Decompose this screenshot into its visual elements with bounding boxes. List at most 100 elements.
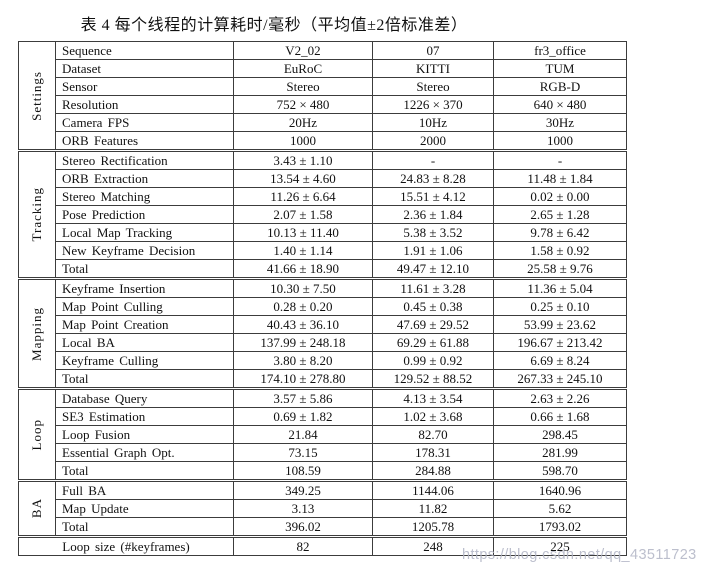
value-cell: 281.99 — [493, 444, 626, 462]
value-cell: 225 — [493, 538, 626, 555]
value-cell: 41.66 ± 18.90 — [233, 260, 372, 277]
value-cell: 1.02 ± 3.68 — [372, 408, 493, 426]
section-label-cell: Mapping — [19, 280, 56, 387]
value-cell: Stereo — [372, 78, 493, 96]
section-title: BA — [29, 498, 44, 519]
section-label-cell: Settings — [19, 42, 56, 149]
footer-row: Loop size (#keyframes) 82 248 225 — [18, 537, 627, 556]
value-cell: 69.29 ± 61.88 — [372, 334, 493, 352]
section-settings: Settings Sequence V2_02 07 fr3_office Dataset… — [18, 41, 627, 150]
value-cell: 752 × 480 — [233, 96, 372, 114]
value-cell: 396.02 — [233, 518, 372, 535]
value-cell: 174.10 ± 278.80 — [233, 370, 372, 387]
value-cell: TUM — [493, 60, 626, 78]
value-cell: 3.57 ± 5.86 — [233, 390, 372, 408]
value-cell: 0.99 ± 0.92 — [372, 352, 493, 370]
row-label: Total — [62, 371, 89, 386]
value-cell: - — [372, 152, 493, 170]
row-label: ORB Extraction — [56, 170, 233, 188]
row-label: Sequence — [56, 42, 233, 60]
value-cell: 2.63 ± 2.26 — [493, 390, 626, 408]
section-label-cell: Loop — [19, 390, 56, 479]
section-title: Tracking — [29, 187, 44, 242]
value-cell: 349.25 — [233, 482, 372, 500]
value-cell: 108.59 — [233, 462, 372, 479]
value-cell: 5.38 ± 3.52 — [372, 224, 493, 242]
row-label: Dataset — [56, 60, 233, 78]
value-cell: 298.45 — [493, 426, 626, 444]
row-label: Keyframe Insertion — [56, 280, 233, 298]
row-label: Stereo Matching — [56, 188, 233, 206]
row-label: Total — [62, 519, 89, 534]
value-cell: 4.13 ± 3.54 — [372, 390, 493, 408]
value-cell: 1640.96 — [493, 482, 626, 500]
row-label: SE3 Estimation — [56, 408, 233, 426]
row-label: Resolution — [56, 96, 233, 114]
value-cell: 10Hz — [372, 114, 493, 132]
value-cell: RGB-D — [493, 78, 626, 96]
value-cell: 0.45 ± 0.38 — [372, 298, 493, 316]
section-label-cell: BA — [19, 482, 56, 535]
value-cell: 07 — [372, 42, 493, 60]
section-title: Loop — [29, 418, 44, 451]
footer-label: Loop size (#keyframes) — [62, 539, 190, 554]
value-cell: 2.65 ± 1.28 — [493, 206, 626, 224]
value-cell: 21.84 — [233, 426, 372, 444]
value-cell: 1000 — [233, 132, 372, 149]
results-table: Settings Sequence V2_02 07 fr3_office Dataset… — [18, 41, 627, 556]
value-cell: 3.80 ± 8.20 — [233, 352, 372, 370]
watermark: https://blog.csdn.net/qq_43511723 — [462, 547, 697, 563]
value-cell: 196.67 ± 213.42 — [493, 334, 626, 352]
row-label: Stereo Rectification — [56, 152, 233, 170]
value-cell: 2.07 ± 1.58 — [233, 206, 372, 224]
value-cell: Stereo — [233, 78, 372, 96]
row-label: Sensor — [56, 78, 233, 96]
value-cell: 10.30 ± 7.50 — [233, 280, 372, 298]
row-label: Local Map Tracking — [56, 224, 233, 242]
value-cell: 0.28 ± 0.20 — [233, 298, 372, 316]
section-rows: Stereo Rectification 3.43 ± 1.10- - ORB Ext… — [56, 152, 626, 277]
value-cell: EuRoC — [233, 60, 372, 78]
value-cell: 11.61 ± 3.28 — [372, 280, 493, 298]
value-cell: 1226 × 370 — [372, 96, 493, 114]
value-cell: 25.58 ± 9.76 — [493, 260, 626, 277]
value-cell: 1000 — [493, 132, 626, 149]
value-cell: 137.99 ± 248.18 — [233, 334, 372, 352]
value-cell: 0.02 ± 0.00 — [493, 188, 626, 206]
value-cell: 9.78 ± 6.42 — [493, 224, 626, 242]
table-caption: 表 4 每个线程的计算耗时/毫秒（平均值±2倍标准差） — [80, 17, 468, 34]
value-cell: 11.82 — [372, 500, 493, 518]
value-cell: 82.70 — [372, 426, 493, 444]
value-cell: 6.69 ± 8.24 — [493, 352, 626, 370]
section-rows: Database Query 3.57 ± 5.86 4.13 ± 3.54 2.63… — [56, 390, 626, 479]
section-label-cell: Tracking — [19, 152, 56, 277]
section-tracking: Tracking Stereo Rectification 3.43 ± 1.10-… — [18, 151, 627, 278]
value-cell: 0.25 ± 0.10 — [493, 298, 626, 316]
section-rows: Sequence V2_02 07 fr3_office Dataset EuRoC KIT… — [56, 42, 626, 149]
value-cell: 1.58 ± 0.92 — [493, 242, 626, 260]
value-cell: 598.70 — [493, 462, 626, 479]
value-cell: 11.36 ± 5.04 — [493, 280, 626, 298]
row-label: Local BA — [56, 334, 233, 352]
value-cell: 73.15 — [233, 444, 372, 462]
value-cell: 178.31 — [372, 444, 493, 462]
row-label: Total — [62, 463, 89, 478]
row-label: Map Point Culling — [56, 298, 233, 316]
value-cell: 640 × 480 — [493, 96, 626, 114]
value-cell: 11.26 ± 6.64 — [233, 188, 372, 206]
value-cell: 10.13 ± 11.40 — [233, 224, 372, 242]
row-label: Essential Graph Opt. — [56, 444, 233, 462]
row-label: Camera FPS — [56, 114, 233, 132]
section-rows: Full BA 349.25 1144.06 1640.96 Map Update 3.1… — [56, 482, 626, 535]
value-cell: 47.69 ± 29.52 — [372, 316, 493, 334]
value-cell: 40.43 ± 36.10 — [233, 316, 372, 334]
value-cell: 267.33 ± 245.10 — [493, 370, 626, 387]
row-label: Database Query — [56, 390, 233, 408]
value-cell: 3.43 ± 1.10 — [233, 152, 372, 170]
value-cell: 1.91 ± 1.06 — [372, 242, 493, 260]
row-label: Full BA — [56, 482, 233, 500]
section-ba: BA Full BA 349.25 1144.06 1640.96 Map Update 3… — [18, 481, 627, 536]
value-cell: 5.62 — [493, 500, 626, 518]
row-label: Pose Prediction — [56, 206, 233, 224]
value-cell: 0.69 ± 1.82 — [233, 408, 372, 426]
